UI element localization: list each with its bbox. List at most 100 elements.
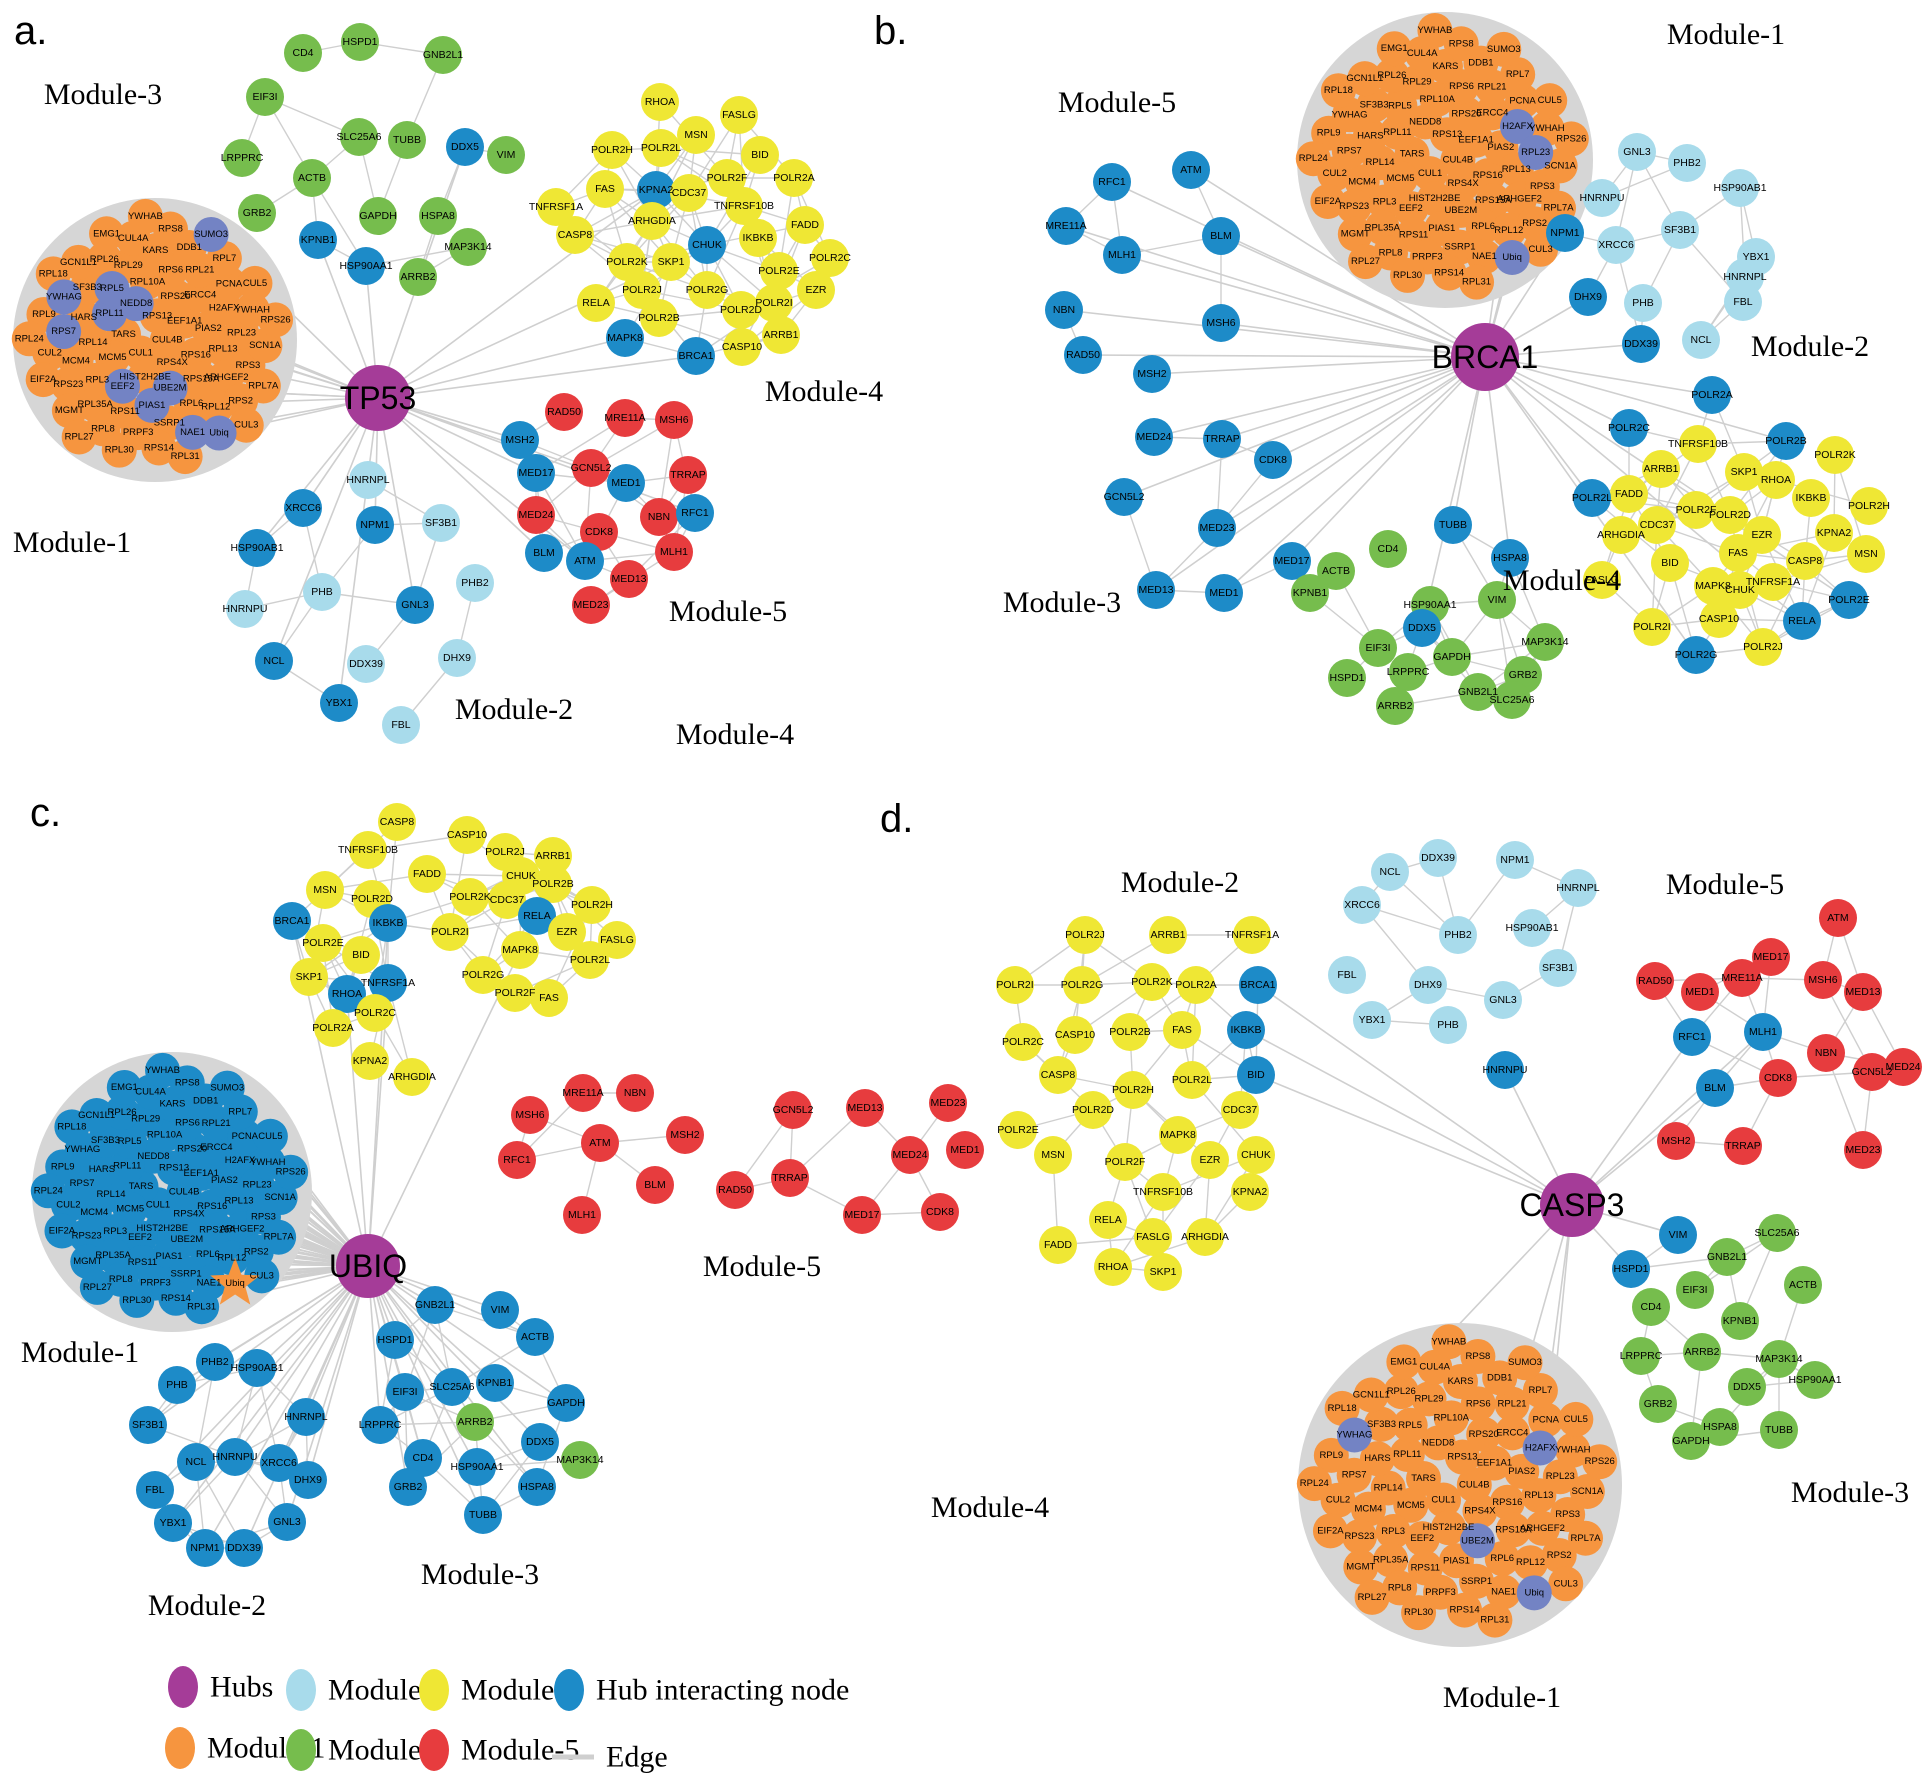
node-CUL5	[252, 1118, 288, 1154]
legend-marker-hi	[554, 1669, 584, 1711]
node-CDK8	[1759, 1059, 1797, 1097]
node-CDC37	[1221, 1091, 1259, 1129]
node-RPS20	[1466, 1416, 1502, 1452]
edge	[377, 397, 586, 562]
node-EEF2	[104, 368, 140, 404]
node-RPL18	[1320, 73, 1356, 109]
node-NBN	[640, 498, 678, 536]
node-RHOA	[328, 975, 366, 1013]
node-ATM	[1819, 899, 1857, 937]
node-CUL4A	[1417, 1349, 1453, 1385]
node-MED23	[1198, 509, 1236, 547]
edge	[367, 915, 538, 1267]
node-CDK8	[1254, 441, 1292, 479]
node-RPL8	[1382, 1570, 1418, 1606]
node-MED24	[891, 1136, 929, 1174]
node-SUMO3	[1507, 1345, 1543, 1381]
node-HSP90AA1	[1796, 1361, 1834, 1399]
edge	[1220, 235, 1486, 358]
node-ARRB2	[456, 1403, 494, 1441]
node-POLR2C	[1004, 1023, 1042, 1061]
edge	[377, 337, 626, 399]
node-EIF2A	[1312, 1513, 1348, 1549]
node-HSPD1	[1612, 1250, 1650, 1288]
node-HSPA8	[1491, 539, 1529, 577]
node-CDK8	[580, 513, 618, 551]
node-HSPD1	[341, 23, 379, 61]
panel-c-nodes	[30, 803, 984, 1567]
node-ATM	[566, 542, 604, 580]
node-BID	[1651, 544, 1689, 582]
node-RHOA	[1757, 461, 1795, 499]
node-CDK8	[921, 1193, 959, 1231]
node-MSH6	[511, 1096, 549, 1134]
node-HSP90AB1	[238, 1349, 276, 1387]
edge	[1221, 356, 1486, 440]
node-POLR2A	[1693, 376, 1731, 414]
hub-node-UBIQ	[336, 1234, 400, 1298]
node-NCL	[1682, 321, 1720, 359]
node-NAE1	[1486, 1574, 1522, 1610]
node-ARRB2	[1683, 1333, 1721, 1371]
node-RPL26	[1383, 1374, 1419, 1410]
node-CD4	[404, 1439, 442, 1477]
node-SLC25A6	[1758, 1214, 1796, 1252]
legend-marker-m4	[419, 1669, 449, 1711]
edge	[367, 1265, 541, 1443]
node-POLR2E	[1830, 581, 1868, 619]
edge	[1123, 356, 1486, 498]
node-RAD50	[1636, 962, 1674, 1000]
node-GNL3	[268, 1503, 306, 1541]
node-FASLG	[1583, 561, 1621, 599]
node-NBN	[1807, 1034, 1845, 1072]
node-Ubiq-star	[210, 1257, 260, 1305]
node-MED24	[1884, 1048, 1922, 1086]
node-KARS	[1443, 1363, 1479, 1399]
edge	[1484, 356, 1787, 442]
node-LRPPRC	[1389, 653, 1427, 691]
node-NCL	[177, 1443, 215, 1481]
node-GNB2L1	[424, 36, 462, 74]
node-MCM4	[1350, 1491, 1386, 1527]
node-MLH1	[655, 533, 693, 571]
node-GNL3	[1618, 133, 1656, 171]
node-RFC1	[498, 1141, 536, 1179]
node-FBL	[382, 706, 420, 744]
node-RPL30	[101, 432, 137, 468]
node-RPL27	[61, 419, 97, 455]
node-POLR2L	[571, 941, 609, 979]
node-TUBB	[388, 121, 426, 159]
node-GAPDH	[547, 1384, 585, 1422]
node-EIF3I	[246, 78, 284, 116]
node-RPS2	[1541, 1537, 1577, 1573]
node-TNFRSF1A	[369, 964, 407, 1002]
node-RFC1	[676, 494, 714, 532]
node-BID	[1237, 1056, 1275, 1094]
node-RPL5	[1392, 1407, 1428, 1443]
edge	[1245, 1029, 1573, 1206]
node-RPS14	[1447, 1592, 1483, 1628]
edge	[234, 1265, 369, 1458]
node-ARHGDIA	[393, 1058, 431, 1096]
node-CDC37	[670, 174, 708, 212]
node-POLR2I	[996, 966, 1034, 1004]
node-PIAS1	[134, 387, 170, 423]
node-XRCC6	[1343, 886, 1381, 924]
node-RAD50	[716, 1171, 754, 1209]
node-RPL26	[1374, 58, 1410, 94]
node-SKP1	[1725, 453, 1763, 491]
node-KPNB1	[1721, 1302, 1759, 1340]
node-IKBKB	[739, 219, 777, 257]
node-POLR2H	[593, 131, 631, 169]
node-RPL9	[1313, 1437, 1349, 1473]
node-MRE11A	[1047, 207, 1085, 245]
node-EMG1	[1386, 1344, 1422, 1380]
node-SF3B1	[1661, 211, 1699, 249]
node-MED23	[572, 586, 610, 624]
node-ACTB	[293, 159, 331, 197]
node-RPL23	[1518, 134, 1554, 170]
node-PCNA	[1528, 1402, 1564, 1438]
node-RPL29	[1411, 1381, 1447, 1417]
node-MED17	[843, 1196, 881, 1234]
node-HSP90AA1	[347, 247, 385, 285]
